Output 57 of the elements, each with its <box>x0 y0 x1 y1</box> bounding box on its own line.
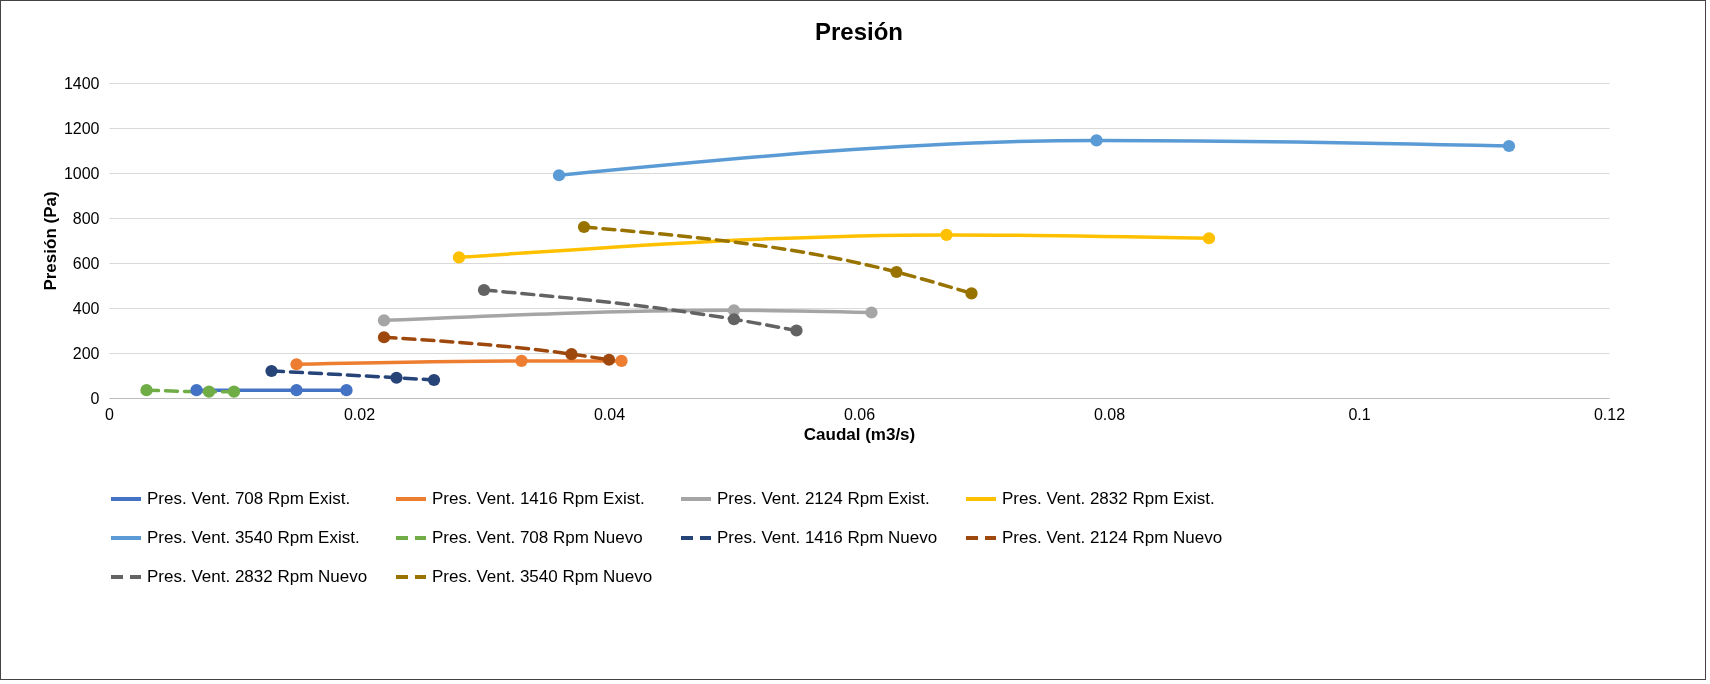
legend-label: Pres. Vent. 3540 Rpm Exist. <box>147 528 360 547</box>
x-tick-label: 0.1 <box>1348 405 1371 423</box>
point <box>552 169 566 182</box>
y-tick-label: 400 <box>72 299 100 317</box>
x-tick-label: 0.04 <box>593 405 626 423</box>
legend-label: Pres. Vent. 1416 Rpm Exist. <box>432 489 645 508</box>
legend-label: Pres. Vent. 708 Rpm Nuevo <box>432 528 643 547</box>
point <box>865 306 878 319</box>
point <box>965 287 978 300</box>
point <box>477 283 491 297</box>
legend-label: Pres. Vent. 3540 Rpm Nuevo <box>432 567 653 586</box>
point <box>727 313 741 326</box>
x-axis-title: Caudal (m3/s) <box>803 424 916 444</box>
point <box>615 354 628 367</box>
y-tick-label: 1200 <box>63 119 100 137</box>
point <box>577 220 591 234</box>
y-tick-label: 1000 <box>63 164 100 182</box>
point <box>377 331 391 344</box>
point <box>515 354 528 367</box>
point <box>140 384 153 397</box>
point <box>565 348 578 361</box>
y-tick-label: 0 <box>90 389 100 407</box>
x-tick-label: 0.12 <box>1593 405 1626 423</box>
x-tick-label: 0.06 <box>843 405 876 423</box>
point <box>790 324 803 337</box>
chart-title: Presión <box>814 18 904 45</box>
point <box>340 384 353 397</box>
point <box>1090 134 1103 147</box>
y-tick-label: 600 <box>72 254 100 272</box>
legend-label: Pres. Vent. 2832 Rpm Nuevo <box>147 567 368 586</box>
y-tick-label: 200 <box>72 344 100 362</box>
legend-label: Pres. Vent. 2832 Rpm Exist. <box>1002 489 1215 508</box>
x-tick-label: 0.08 <box>1093 405 1126 423</box>
point <box>890 265 903 279</box>
point <box>377 314 391 327</box>
y-axis-title: Presión (Pa) <box>40 191 60 291</box>
point <box>427 373 441 387</box>
point <box>1202 232 1216 245</box>
point <box>290 384 303 397</box>
point <box>227 385 241 398</box>
legend-label: Pres. Vent. 2124 Rpm Nuevo <box>1002 528 1223 547</box>
point <box>452 251 466 264</box>
point <box>265 364 278 378</box>
point <box>602 353 616 366</box>
y-tick-label: 800 <box>72 209 100 227</box>
y-tick-label: 1400 <box>63 74 100 92</box>
point <box>1502 139 1516 153</box>
legend-label: Pres. Vent. 1416 Rpm Nuevo <box>717 528 938 547</box>
point <box>202 385 216 398</box>
point <box>940 228 953 241</box>
x-tick-label: 0 <box>105 405 115 423</box>
x-tick-label: 0.02 <box>343 405 376 423</box>
point <box>390 371 403 384</box>
legend-label: Pres. Vent. 2124 Rpm Exist. <box>717 489 930 508</box>
point <box>290 358 303 371</box>
point <box>190 384 203 397</box>
legend-label: Pres. Vent. 708 Rpm Exist. <box>147 489 351 508</box>
